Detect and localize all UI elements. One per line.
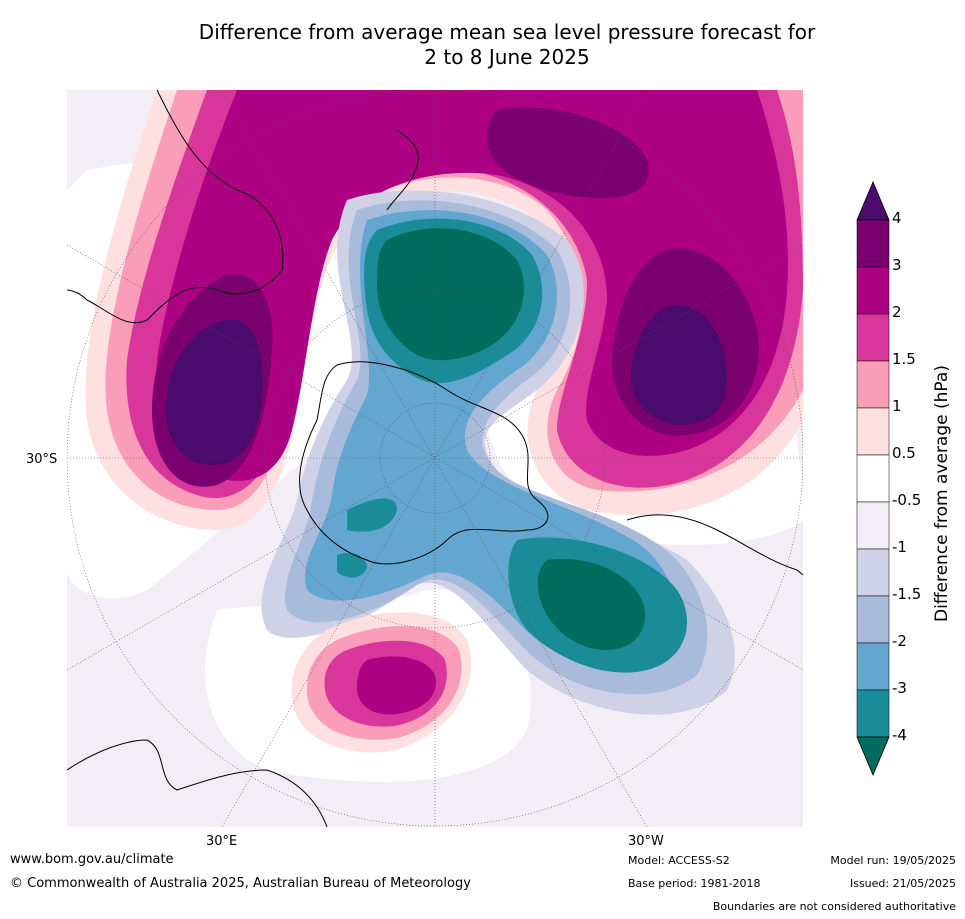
map-panel bbox=[67, 90, 803, 827]
graticule-meridian-2 bbox=[67, 244, 803, 671]
footer-base-period: Base period: 1981-2018 bbox=[628, 877, 761, 890]
low-center-4 bbox=[377, 228, 524, 361]
title-line-1: Difference from average mean sea level p… bbox=[198, 20, 816, 44]
colorbar-segment bbox=[856, 642, 890, 691]
colorbar-extend-bottom bbox=[856, 736, 890, 777]
colorbar-tick-label: 1.5 bbox=[892, 350, 916, 368]
graticule-meridian-4 bbox=[221, 90, 648, 827]
colorbar-segment bbox=[856, 689, 890, 738]
title-line-2: 2 to 8 June 2025 bbox=[424, 45, 590, 69]
colorbar-segment bbox=[856, 454, 890, 503]
high-south-deep bbox=[357, 656, 436, 715]
colorbar-segment bbox=[856, 360, 890, 409]
new-zealand-coastline bbox=[386, 129, 419, 211]
colorbar-segment bbox=[856, 313, 890, 362]
colorbar bbox=[856, 180, 890, 777]
footer-model-run: Model run: 19/05/2025 bbox=[830, 854, 956, 867]
footer-model: Model: ACCESS-S2 bbox=[628, 854, 730, 867]
high-center-east-4 bbox=[631, 305, 727, 425]
australia-coastline bbox=[67, 90, 284, 324]
colorbar-tick-label: 0.5 bbox=[892, 444, 916, 462]
graticule-meridian-3 bbox=[67, 244, 803, 671]
footer-issued: Issued: 21/05/2025 bbox=[849, 877, 956, 890]
colorbar-tick-label: -4 bbox=[892, 726, 907, 744]
lat-label-30s: 30°S bbox=[26, 452, 58, 467]
pressure-anomaly-map bbox=[67, 90, 803, 827]
high-center-north-3 bbox=[487, 107, 649, 199]
footer-copyright: © Commonwealth of Australia 2025, Austra… bbox=[10, 876, 471, 891]
map-title: Difference from average mean sea level p… bbox=[0, 20, 965, 70]
colorbar-tick-label: 3 bbox=[892, 256, 902, 274]
colorbar-extend-top bbox=[856, 180, 890, 221]
footer-website: www.bom.gov.au/climate bbox=[10, 852, 174, 867]
colorbar-segment bbox=[856, 219, 890, 268]
colorbar-tick-label: -1.5 bbox=[892, 585, 922, 603]
colorbar-tick-label: -0.5 bbox=[892, 491, 922, 509]
colorbar-tick-label: 1 bbox=[892, 397, 902, 415]
colorbar-tick-label: 2 bbox=[892, 303, 902, 321]
south-america-coastline bbox=[626, 514, 803, 576]
colorbar-segment bbox=[856, 501, 890, 550]
high-center-west-4 bbox=[166, 319, 263, 465]
colorbar-tick-label: -3 bbox=[892, 679, 907, 697]
antarctica-coastline bbox=[299, 361, 549, 565]
colorbar-tick-label: -1 bbox=[892, 538, 907, 556]
africa-coastline bbox=[67, 739, 328, 827]
colorbar-segment bbox=[856, 266, 890, 315]
colorbar-segment bbox=[856, 548, 890, 597]
low-south-4 bbox=[537, 559, 646, 650]
low-small-3a bbox=[347, 498, 397, 532]
colorbar-tick-label: 4 bbox=[892, 209, 902, 227]
colorbar-tick-label: -2 bbox=[892, 632, 907, 650]
colorbar-segment bbox=[856, 595, 890, 644]
lon-label-30e: 30°E bbox=[206, 834, 238, 849]
colorbar-title: Difference from average (hPa) bbox=[932, 365, 952, 622]
footer-boundaries: Boundaries are not considered authoritat… bbox=[712, 900, 956, 913]
low-small-3b bbox=[337, 553, 367, 578]
colorbar-segment bbox=[856, 407, 890, 456]
lon-label-30w: 30°W bbox=[628, 834, 664, 849]
graticule-meridian-5 bbox=[221, 90, 648, 827]
